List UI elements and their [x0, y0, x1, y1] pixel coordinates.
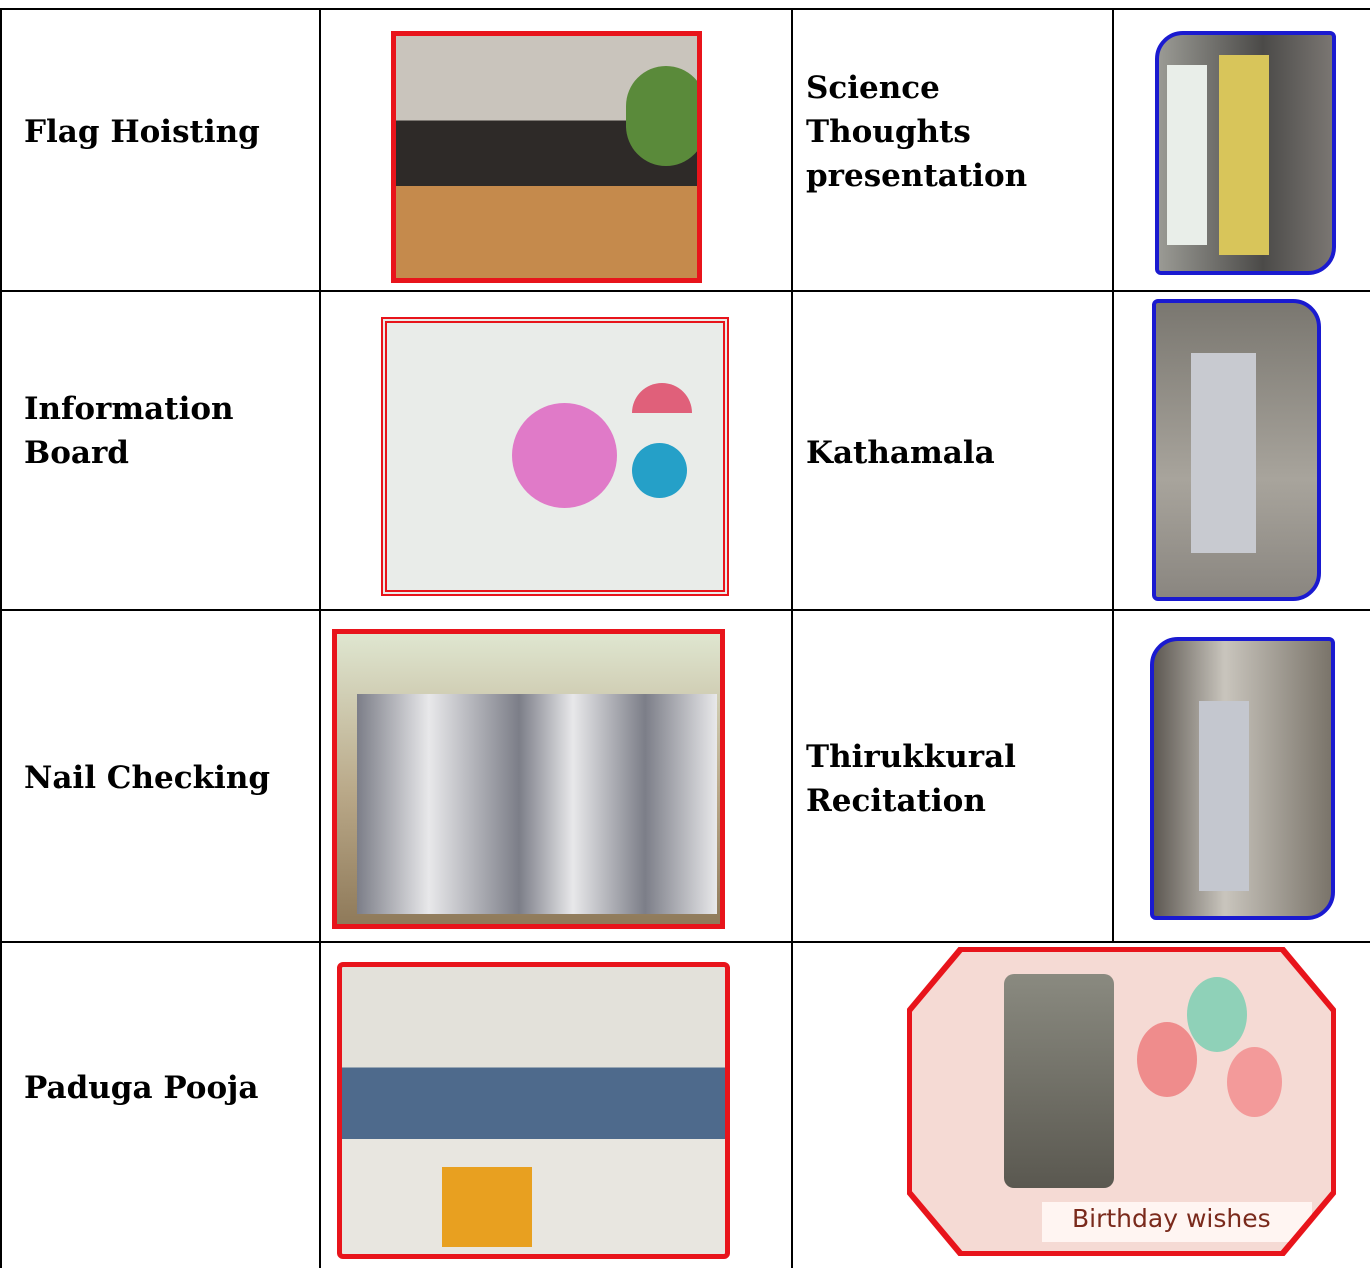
row-label: Information Board	[24, 391, 234, 471]
row-label: Science Thoughts presentation	[806, 70, 1028, 194]
rule	[0, 609, 1370, 611]
rule	[0, 941, 1370, 943]
rule	[0, 8, 2, 1268]
row-label: Kathamala	[806, 435, 995, 471]
photo	[1150, 637, 1335, 920]
row-label: Paduga Pooja	[24, 1070, 259, 1106]
rule	[0, 290, 1370, 292]
row-label: Flag Hoisting	[24, 114, 260, 150]
rule	[319, 8, 321, 1268]
rule	[0, 8, 1370, 10]
photo	[391, 31, 702, 283]
photo	[381, 317, 729, 596]
photo	[1155, 31, 1336, 275]
row-label: Nail Checking	[24, 760, 271, 796]
row-label: Thirukkural Recitation	[806, 739, 1016, 819]
rule	[1112, 8, 1114, 942]
image-caption: Birthday wishes	[1072, 1204, 1271, 1233]
photo	[1152, 299, 1321, 601]
photo	[337, 962, 730, 1259]
rule	[791, 8, 793, 1268]
photo: Birthday wishes	[907, 947, 1336, 1256]
photo	[332, 629, 725, 929]
